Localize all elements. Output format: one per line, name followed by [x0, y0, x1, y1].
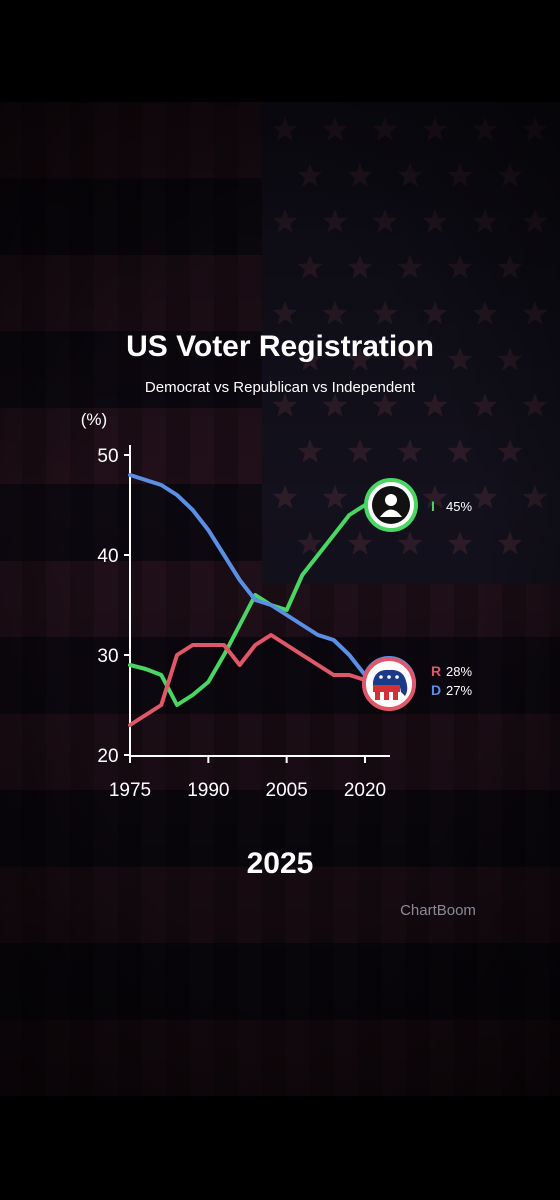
chart-title: US Voter Registration: [126, 330, 434, 363]
series-value: 28%: [446, 664, 472, 679]
series-line-i: [128, 503, 367, 707]
x-tick-label: 2020: [344, 780, 386, 801]
x-tick-label: 1975: [109, 780, 151, 801]
end-label-r: R 28%: [431, 663, 472, 679]
series-letter: R: [431, 663, 441, 679]
watermark: ChartBoom: [400, 902, 476, 919]
y-tick-label: 20: [97, 746, 118, 767]
x-tick-label: 1990: [187, 780, 229, 801]
series-letter: D: [431, 682, 441, 698]
chart-subtitle: Democrat vs Republican vs Independent: [145, 379, 416, 396]
x-tick-label: 2005: [266, 780, 308, 801]
series-line-r: [128, 633, 367, 727]
y-tick-label: 30: [97, 646, 118, 667]
series-line-d: [128, 473, 367, 677]
end-label-d: D 27%: [431, 682, 472, 698]
series-value: 27%: [446, 683, 472, 698]
person-icon: [364, 478, 418, 532]
series-value: 45%: [446, 499, 472, 514]
y-axis-unit: (%): [81, 410, 107, 429]
series-letter: I: [431, 498, 435, 514]
end-label-i: I 45%: [431, 498, 472, 514]
y-tick-label: 40: [97, 546, 118, 567]
y-tick-label: 50: [97, 446, 118, 467]
elephant-icon: [362, 657, 416, 711]
current-year: 2025: [247, 847, 314, 880]
